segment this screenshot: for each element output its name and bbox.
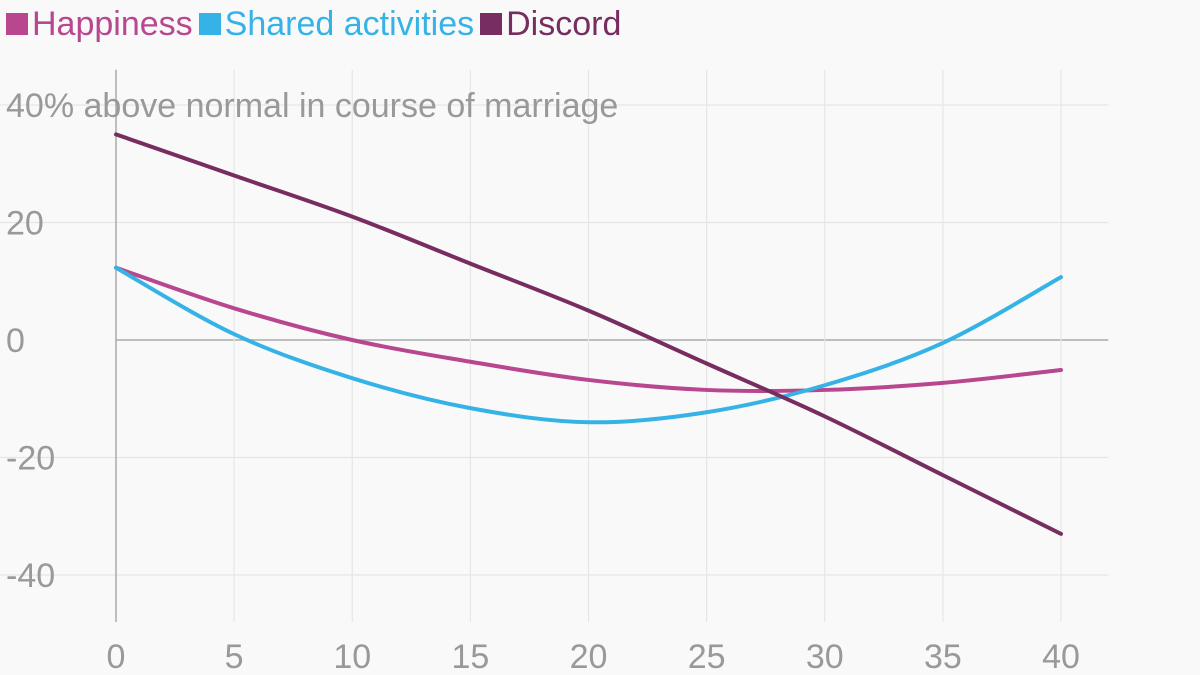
x-tick-label: 5 — [225, 638, 244, 675]
legend-swatch — [6, 13, 28, 35]
series-line-happiness — [114, 265, 1063, 394]
legend-swatch — [198, 13, 221, 35]
legend-label: Shared activities — [224, 5, 475, 43]
legend: Happiness Shared activities Discord — [6, 2, 621, 46]
legend-swatch — [480, 13, 503, 35]
legend-item-happiness[interactable]: Happiness — [6, 2, 193, 46]
x-tick-label: 15 — [451, 638, 489, 675]
x-tick-label: 30 — [806, 638, 844, 675]
x-tick-label: 0 — [107, 638, 126, 675]
legend-label: Discord — [506, 5, 622, 43]
series-line-discord — [114, 132, 1063, 536]
y-tick-label: 0 — [6, 322, 25, 360]
series-line-shared-activities — [114, 265, 1063, 425]
x-tick-label: 25 — [688, 638, 726, 675]
x-tick-label: 20 — [570, 638, 608, 675]
y-tick-label: -20 — [6, 440, 55, 478]
y-tick-label: 20 — [6, 205, 44, 243]
x-tick-label: 10 — [333, 638, 371, 675]
x-tick-label: 40 — [1042, 638, 1080, 675]
legend-item-discord[interactable]: Discord — [480, 2, 621, 46]
x-tick-label: 35 — [924, 638, 962, 675]
legend-label: Happiness — [32, 5, 193, 43]
y-tick-label: -40 — [6, 557, 55, 595]
y-axis-unit-label: 40% above normal in course of marriage — [6, 87, 618, 125]
legend-item-shared-activities[interactable]: Shared activities — [198, 2, 475, 46]
